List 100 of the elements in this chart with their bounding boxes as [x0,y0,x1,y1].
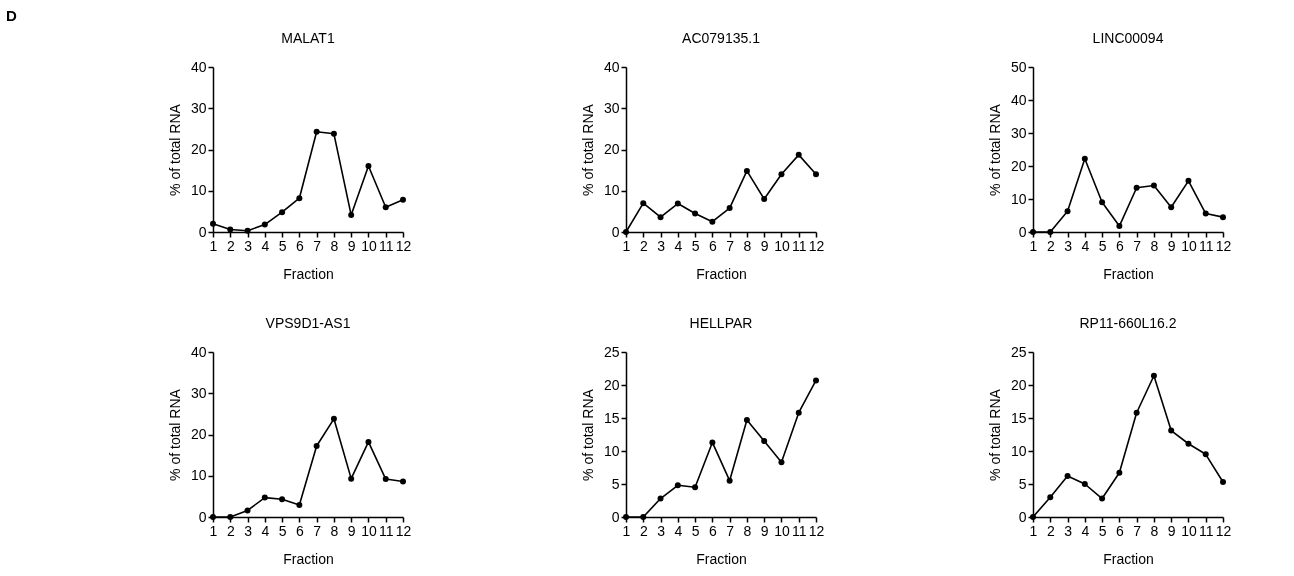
y-tick-label: 0 [198,223,207,240]
x-tick-label: 2 [226,237,235,254]
point [709,218,716,225]
point [261,221,268,228]
point [227,514,234,520]
point [674,200,681,207]
point [1133,184,1140,191]
y-tick-label: 10 [603,182,620,199]
y-tick-label: 30 [603,99,620,116]
x-tick-label: 7 [1133,237,1142,254]
x-tick-label: 5 [278,522,287,539]
x-tick-label: 5 [691,522,700,539]
x-tick-label: 4 [674,237,683,254]
x-tick-label: 7 [313,522,322,539]
x-tick-label: 4 [1081,237,1090,254]
y-tick-label: 40 [1010,91,1027,108]
point [330,130,337,137]
y-tick-label: 5 [1018,475,1027,492]
x-tick-label: 9 [347,237,356,254]
x-tick-label: 11 [791,237,807,254]
x-tick-label: 1 [209,522,218,539]
y-tick-label: 10 [603,442,620,459]
point [761,196,768,202]
y-axis-title: % of total RNA [986,388,1003,481]
point [1185,440,1192,447]
point [1168,204,1175,211]
x-tick-label: 12 [808,522,825,539]
point [813,171,819,178]
point [1081,481,1088,487]
y-tick-label: 30 [1010,124,1027,141]
x-tick-label: 9 [1167,237,1176,254]
point [400,478,406,485]
point [1047,494,1054,501]
point [1099,495,1106,502]
x-tick-label: 2 [639,522,648,539]
point [261,494,268,501]
x-tick-label: 2 [1046,522,1055,539]
x-tick-label: 1 [209,237,218,254]
y-tick-label: 20 [190,141,207,157]
chart-title: VPS9D1-AS1 [265,315,351,331]
point [726,477,733,484]
point [244,227,251,234]
y-tick-label: 5 [611,475,620,492]
x-tick-label: 7 [726,237,735,254]
y-tick-label: 20 [1010,157,1027,174]
point [795,151,802,158]
point [1064,473,1071,480]
y-axis-title: % of total RNA [579,388,596,481]
x-tick-label: 6 [295,237,304,254]
x-tick-label: 12 [1215,237,1232,254]
point [692,484,699,491]
point [1081,155,1088,162]
y-tick-label: 20 [603,376,620,393]
x-tick-label: 3 [657,522,666,539]
y-tick-label: 20 [603,141,620,157]
x-tick-label: 12 [1215,522,1232,539]
point [640,514,647,520]
point [1150,372,1157,379]
x-tick-label: 6 [1115,237,1124,254]
x-tick-label: 3 [244,237,253,254]
y-tick-label: 10 [190,467,207,484]
x-tick-label: 10 [1181,522,1197,539]
x-tick-label: 3 [1064,237,1073,254]
point [244,507,251,514]
x-tick-label: 2 [226,522,235,539]
y-tick-label: 25 [603,343,620,360]
x-tick-label: 5 [278,237,287,254]
point [382,204,389,211]
x-tick-label: 7 [1133,522,1142,539]
x-tick-label: 9 [760,522,769,539]
y-tick-label: 0 [611,508,620,525]
x-tick-label: 3 [657,237,666,254]
x-tick-label: 12 [395,237,412,254]
y-tick-label: 0 [611,223,620,240]
x-tick-label: 11 [378,522,394,539]
y-tick-label: 10 [1010,190,1027,207]
y-tick-label: 20 [190,426,207,442]
x-tick-label: 2 [1046,237,1055,254]
point [726,205,733,212]
point [709,439,716,446]
x-tick-label: 7 [726,522,735,539]
x-axis-title: Fraction [696,265,747,282]
point [400,196,406,203]
point [210,220,216,227]
point [296,502,303,509]
chart-title: MALAT1 [281,30,335,46]
point [365,163,372,169]
y-axis-title: % of total RNA [579,103,596,196]
point [778,459,785,466]
text: D [6,7,17,24]
x-tick-label: 1 [622,237,631,254]
point [313,128,320,135]
point [1099,199,1106,206]
point [382,476,389,483]
x-tick-label: 10 [1181,237,1197,254]
point [1064,208,1071,215]
x-axis-title: Fraction [283,265,334,282]
x-tick-label: 5 [1098,522,1107,539]
y-tick-label: 20 [1010,376,1027,393]
x-tick-label: 8 [330,522,339,539]
